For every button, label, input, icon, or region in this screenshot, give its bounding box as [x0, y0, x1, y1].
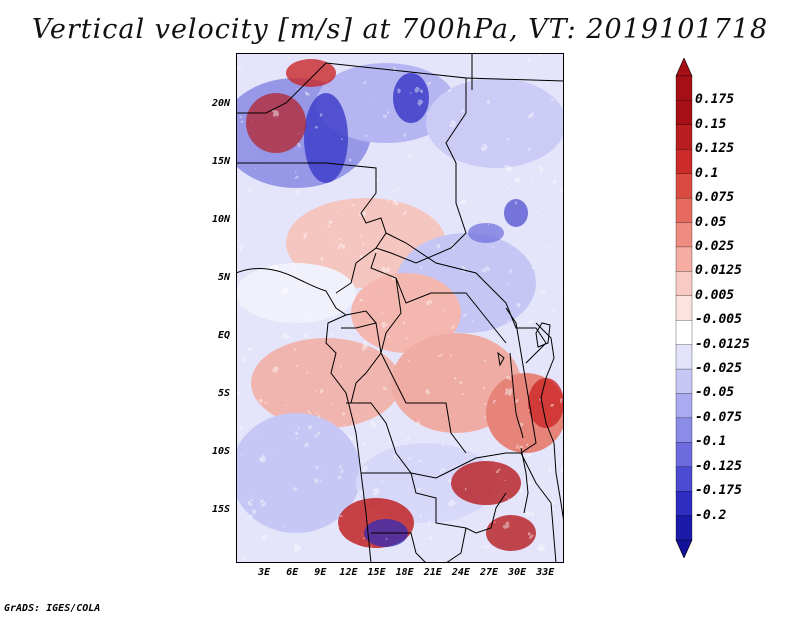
map-panel [236, 53, 564, 563]
longitude-label: 30E [508, 567, 527, 578]
longitude-label: 9E [314, 567, 327, 578]
longitude-label: 18E [395, 567, 414, 578]
colorbar-level-label: 0.125 [695, 141, 735, 157]
colorbar-swatch [675, 442, 693, 468]
colorbar-level-label: -0.075 [695, 409, 742, 425]
colorbar-level-label: -0.2 [695, 507, 727, 523]
colorbar-level-label: -0.175 [695, 483, 742, 499]
colorbar-top-arrow [675, 58, 693, 77]
map-title: Vertical velocity [m/s] at 700hPa, VT: 2… [31, 14, 769, 45]
colorbar-swatch [675, 75, 693, 102]
colorbar-swatch [675, 100, 693, 126]
colorbar-swatch [675, 515, 693, 541]
grads-credit: GrADS: IGES/COLA [4, 603, 101, 614]
colorbar-level-label: -0.0125 [695, 336, 750, 352]
colorbar-swatch [675, 173, 693, 199]
colorbar-bottom-arrow [675, 539, 693, 558]
colorbar-level-label: 0.1 [695, 165, 719, 181]
colorbar-level-label: 0.15 [695, 116, 727, 132]
longitude-label: 24E [451, 567, 470, 578]
colorbar-swatch [675, 124, 693, 150]
longitude-label: 27E [479, 567, 499, 578]
longitude-label: 33E [536, 567, 555, 578]
colorbar-swatch [675, 368, 693, 395]
colorbar-level-label: 0.0125 [695, 263, 742, 279]
latitude-label: 5S [217, 387, 230, 399]
colorbar-level-label: -0.005 [695, 312, 742, 328]
colorbar-swatch [675, 320, 693, 346]
colorbar-level-label: 0.075 [695, 190, 735, 206]
latitude-label: EQ [217, 329, 230, 341]
latitude-label: 10N [211, 214, 230, 226]
latitude-label: 20N [211, 98, 230, 110]
lakes [497, 322, 551, 514]
colorbar-swatch [675, 491, 693, 517]
colorbar-level-label: -0.05 [695, 385, 735, 401]
colorbar-swatch [675, 393, 693, 419]
longitude-label: 3E [258, 567, 271, 578]
colorbar-swatch [675, 344, 693, 370]
colorbar-swatch [675, 246, 693, 273]
colorbar-swatch [675, 466, 693, 492]
latitude-label: 15S [211, 503, 230, 515]
colorbar-level-label: 0.025 [695, 238, 735, 254]
longitude-label: 21E [423, 567, 442, 578]
colorbar-level-label: 0.175 [695, 92, 735, 108]
colorbar-swatch [675, 271, 693, 297]
colorbar-swatch [675, 149, 693, 175]
colorbar-swatch [675, 295, 693, 321]
latitude-label: 5N [217, 272, 230, 284]
political-boundaries [236, 53, 564, 563]
vertical-velocity-field [236, 53, 564, 563]
longitude-label: 12E [339, 567, 358, 578]
latitude-label: 15N [211, 156, 230, 168]
colorbar-swatch [675, 417, 693, 443]
longitude-label: 15E [367, 567, 386, 578]
colorbar-swatch [675, 197, 693, 224]
map-frame [236, 53, 564, 563]
longitude-label: 6E [286, 567, 299, 578]
colorbar-level-label: -0.125 [695, 458, 742, 474]
latitude-label: 10S [211, 445, 230, 457]
colorbar-level-label: -0.1 [695, 434, 727, 450]
colorbar-swatch [675, 222, 693, 248]
colorbar [675, 58, 693, 558]
colorbar-level-label: 0.005 [695, 287, 735, 303]
colorbar-level-label: -0.025 [695, 361, 742, 377]
colorbar-level-label: 0.05 [695, 214, 727, 230]
